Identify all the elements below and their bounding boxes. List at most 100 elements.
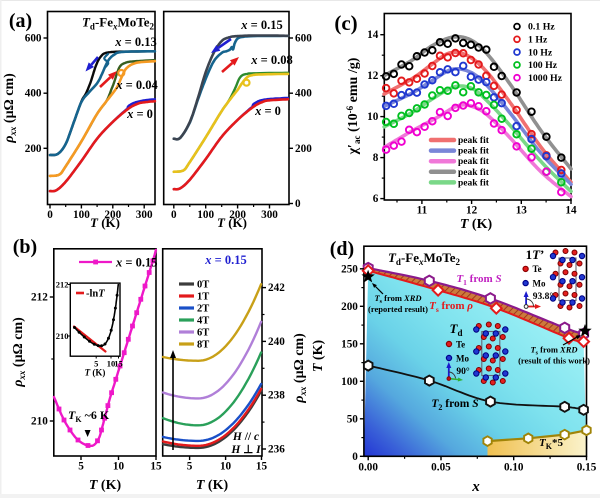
svg-text:(a): (a) — [9, 10, 32, 32]
svg-text:4T: 4T — [197, 316, 209, 327]
svg-text:χ′ac (10-6 emu /g): χ′ac (10-6 emu /g) — [345, 57, 362, 155]
svg-text:x: x — [471, 479, 480, 495]
svg-text:300: 300 — [261, 209, 278, 221]
svg-text:400: 400 — [25, 88, 42, 100]
svg-text:90°: 90° — [456, 366, 470, 377]
svg-text:1T: 1T — [197, 292, 209, 303]
svg-text:14: 14 — [565, 205, 577, 217]
svg-text:-lnT: -lnT — [86, 289, 105, 300]
svg-text:0.10: 0.10 — [504, 461, 524, 473]
svg-text:T (K): T (K) — [85, 368, 106, 378]
svg-text:Te: Te — [456, 340, 465, 350]
svg-text:0.15: 0.15 — [577, 461, 597, 473]
svg-text:ρxx (μΩ cm): ρxx (μΩ cm) — [2, 73, 18, 144]
svg-text:1 Hz: 1 Hz — [528, 35, 548, 46]
svg-text:400: 400 — [295, 88, 312, 100]
svg-text:200: 200 — [229, 209, 246, 221]
svg-text:0.00: 0.00 — [358, 461, 378, 473]
svg-text:212: 212 — [56, 280, 69, 290]
svg-text:Ts from ρ: Ts from ρ — [429, 300, 473, 314]
svg-text:(b): (b) — [13, 236, 37, 258]
svg-text:peak fit: peak fit — [458, 168, 490, 178]
svg-text:15: 15 — [114, 359, 123, 369]
svg-text:ρxx (μΩ cm): ρxx (μΩ cm) — [11, 317, 27, 388]
svg-text:300: 300 — [136, 209, 153, 221]
svg-text:(c): (c) — [334, 11, 357, 35]
svg-text:238: 238 — [268, 390, 285, 402]
svg-text:600: 600 — [25, 33, 42, 45]
svg-text:Ts from XRD: Ts from XRD — [530, 345, 577, 357]
svg-text:x = 0.08: x = 0.08 — [250, 53, 293, 67]
svg-text:236: 236 — [268, 444, 285, 456]
svg-text:TK ~6 K: TK ~6 K — [68, 408, 110, 424]
svg-text:8: 8 — [373, 152, 379, 164]
svg-text:5: 5 — [94, 359, 98, 369]
svg-text:x = 0.15: x = 0.15 — [115, 256, 158, 270]
svg-text:12: 12 — [466, 205, 478, 217]
svg-text:150: 150 — [341, 338, 358, 350]
svg-text:10: 10 — [220, 461, 232, 473]
svg-text:6T: 6T — [197, 328, 209, 339]
svg-text:peak fit: peak fit — [458, 178, 490, 188]
svg-text:(d): (d) — [330, 238, 354, 260]
svg-text:10: 10 — [107, 359, 116, 369]
svg-text:Mo: Mo — [533, 279, 546, 289]
svg-text:Td: Td — [450, 321, 463, 338]
svg-text:T1 from S: T1 from S — [456, 273, 501, 287]
svg-text:8T: 8T — [197, 340, 209, 351]
svg-text:x = 0.15: x = 0.15 — [204, 253, 247, 267]
svg-text:212: 212 — [31, 292, 48, 304]
svg-text:10: 10 — [113, 461, 125, 473]
svg-text:15: 15 — [150, 461, 162, 473]
svg-text:T (K): T (K) — [217, 215, 247, 230]
svg-text:0: 0 — [171, 209, 177, 221]
svg-text:TK*5: TK*5 — [539, 437, 563, 451]
svg-text:Td-FexMoTe2: Td-FexMoTe2 — [82, 15, 155, 32]
svg-text:T (K): T (K) — [196, 478, 229, 493]
svg-text:Mo: Mo — [456, 354, 469, 364]
svg-text:250: 250 — [341, 263, 358, 275]
svg-text:0: 0 — [295, 198, 301, 210]
svg-text:600: 600 — [295, 33, 312, 45]
svg-text:peak fit: peak fit — [458, 147, 490, 157]
svg-text:T (K): T (K) — [311, 340, 326, 373]
svg-text:x = 0.04: x = 0.04 — [115, 78, 158, 92]
svg-text:200: 200 — [295, 143, 312, 155]
svg-text:T (K): T (K) — [460, 217, 493, 232]
svg-text:T2 from S: T2 from S — [431, 398, 478, 412]
svg-text:210: 210 — [31, 416, 48, 428]
svg-text:x = 0.13: x = 0.13 — [114, 35, 157, 49]
svg-text:T (K): T (K) — [89, 478, 122, 493]
svg-text:100: 100 — [73, 209, 90, 221]
svg-text:2T: 2T — [197, 304, 209, 315]
svg-text:12: 12 — [367, 70, 379, 82]
svg-text:peak fit: peak fit — [458, 136, 490, 146]
svg-text:10 Hz: 10 Hz — [528, 47, 553, 58]
svg-text:H ⊥ I: H ⊥ I — [230, 444, 261, 456]
svg-text:ρxx (μΩ cm): ρxx (μΩ cm) — [292, 333, 308, 404]
svg-text:13: 13 — [516, 205, 528, 217]
svg-text:Te: Te — [533, 264, 542, 274]
svg-text:0T: 0T — [197, 280, 209, 291]
svg-text:peak fit: peak fit — [458, 157, 490, 167]
svg-text:1000 Hz: 1000 Hz — [528, 73, 563, 84]
svg-text:93.8°: 93.8° — [533, 291, 554, 302]
svg-text:5: 5 — [187, 461, 193, 473]
svg-text:Ts from XRD: Ts from XRD — [374, 293, 421, 305]
svg-text:(reported result): (reported result) — [368, 304, 428, 314]
svg-text:15: 15 — [256, 461, 268, 473]
svg-text:10: 10 — [367, 111, 379, 123]
svg-text:210: 210 — [56, 331, 69, 341]
svg-text:100 Hz: 100 Hz — [528, 60, 558, 71]
svg-text:6: 6 — [373, 193, 379, 205]
svg-text:200: 200 — [25, 143, 42, 155]
svg-text:0: 0 — [352, 451, 358, 463]
svg-text:1T’: 1T’ — [526, 247, 545, 262]
svg-text:5: 5 — [78, 461, 84, 473]
svg-text:50: 50 — [347, 413, 359, 425]
svg-text:100: 100 — [341, 376, 358, 388]
svg-text:H // c: H // c — [232, 431, 259, 443]
svg-text:200: 200 — [341, 301, 358, 313]
svg-text:240: 240 — [268, 336, 285, 348]
svg-text:x = 0.15: x = 0.15 — [240, 18, 283, 32]
